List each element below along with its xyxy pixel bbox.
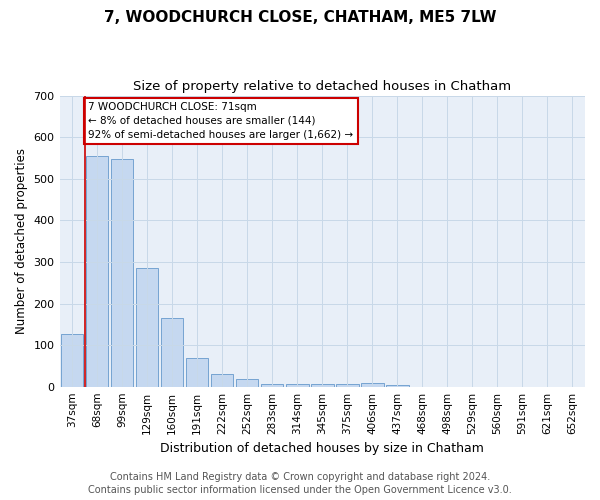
Bar: [161, 318, 184, 386]
X-axis label: Distribution of detached houses by size in Chatham: Distribution of detached houses by size …: [160, 442, 484, 455]
Title: Size of property relative to detached houses in Chatham: Size of property relative to detached ho…: [133, 80, 511, 93]
Bar: [311, 384, 334, 386]
Bar: [336, 384, 359, 386]
Bar: [286, 384, 308, 386]
Bar: [211, 374, 233, 386]
Y-axis label: Number of detached properties: Number of detached properties: [15, 148, 28, 334]
Bar: [236, 379, 259, 386]
Bar: [261, 384, 283, 386]
Bar: [136, 268, 158, 386]
Bar: [111, 159, 133, 386]
Text: Contains HM Land Registry data © Crown copyright and database right 2024.
Contai: Contains HM Land Registry data © Crown c…: [88, 472, 512, 495]
Bar: [61, 334, 83, 386]
Text: 7 WOODCHURCH CLOSE: 71sqm
← 8% of detached houses are smaller (144)
92% of semi-: 7 WOODCHURCH CLOSE: 71sqm ← 8% of detach…: [88, 102, 353, 140]
Bar: [86, 156, 109, 386]
Text: 7, WOODCHURCH CLOSE, CHATHAM, ME5 7LW: 7, WOODCHURCH CLOSE, CHATHAM, ME5 7LW: [104, 10, 496, 25]
Bar: [386, 384, 409, 386]
Bar: [186, 358, 208, 386]
Bar: [361, 382, 383, 386]
